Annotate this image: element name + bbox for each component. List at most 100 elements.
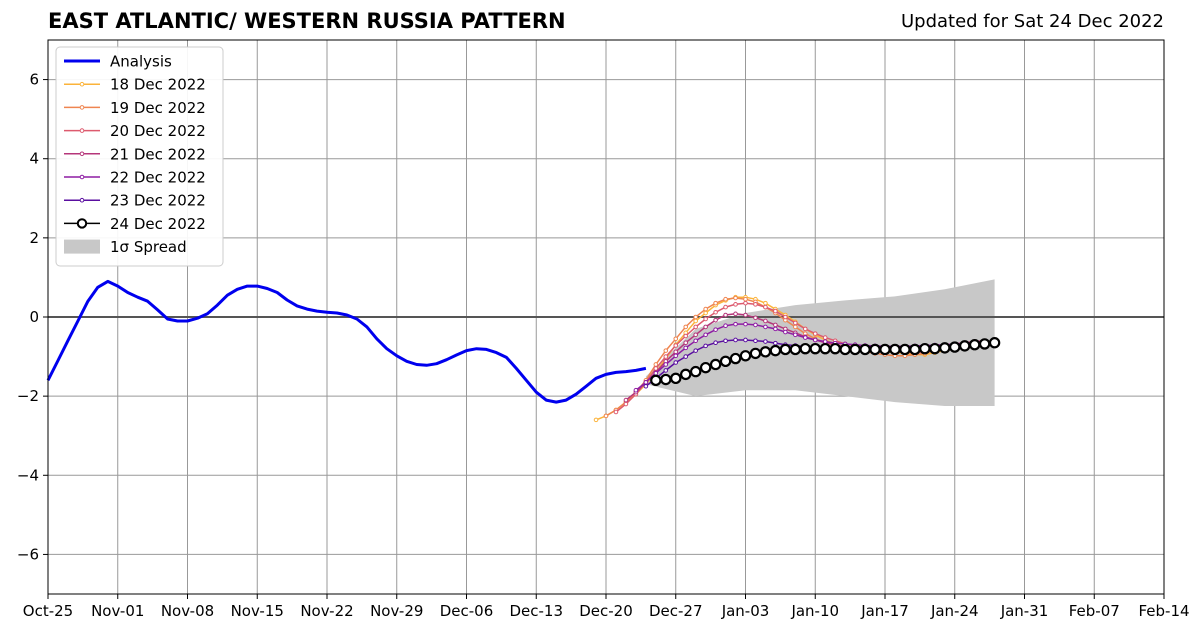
series-point <box>703 310 708 316</box>
x-tick-label: Jan-03 <box>721 602 770 620</box>
current-point <box>680 368 692 381</box>
legend-item: 18 Dec 2022 <box>64 76 206 94</box>
series-point <box>673 349 679 355</box>
current-point <box>729 352 742 365</box>
series-point <box>753 338 758 344</box>
series-point <box>693 338 698 344</box>
series-point <box>802 326 808 332</box>
legend-label: 24 Dec 2022 <box>110 215 206 233</box>
series-point <box>693 348 698 353</box>
current-point <box>799 342 811 355</box>
current-point <box>749 347 762 360</box>
series-point <box>723 296 728 302</box>
series-point <box>773 322 778 328</box>
legend-item: 24 Dec 2022 <box>64 215 206 233</box>
legend-label: 19 Dec 2022 <box>110 99 206 117</box>
x-tick-label: Dec-27 <box>649 602 703 620</box>
current-point <box>939 342 951 354</box>
x-tick-label: Jan-24 <box>930 602 979 620</box>
current-point <box>789 343 802 356</box>
current-point <box>929 342 941 355</box>
legend-item: 23 Dec 2022 <box>64 192 206 210</box>
x-tick-label: Nov-01 <box>91 602 144 620</box>
x-tick-label: Nov-29 <box>370 602 423 620</box>
current-point <box>809 342 821 355</box>
series-point <box>743 312 748 318</box>
series-point <box>733 321 738 327</box>
series-point <box>713 340 718 346</box>
x-tick-label: Oct-25 <box>23 602 73 620</box>
series-point <box>623 401 629 407</box>
series-point <box>703 324 708 330</box>
series-point <box>743 296 748 302</box>
current-forecast-layer <box>650 337 1001 387</box>
series-point <box>703 316 708 322</box>
y-tick-label: 4 <box>29 150 39 168</box>
series-point <box>812 331 818 336</box>
series-point <box>733 311 738 317</box>
x-tick-label: Nov-22 <box>300 602 353 620</box>
legend-item: 20 Dec 2022 <box>64 122 206 140</box>
series-point <box>812 337 818 343</box>
series-point <box>753 322 758 328</box>
legend-item: 21 Dec 2022 <box>64 145 206 163</box>
series-point <box>703 343 708 349</box>
x-tick-label: Jan-31 <box>1000 602 1049 620</box>
current-point <box>978 338 991 350</box>
chart-title: EAST ATLANTIC/ WESTERN RUSSIA PATTERN <box>48 9 566 33</box>
x-tick-label: Feb-07 <box>1069 602 1120 620</box>
analysis-line <box>46 279 647 404</box>
current-point <box>699 361 712 374</box>
series-point <box>683 324 689 330</box>
current-point <box>949 341 961 353</box>
series-point <box>633 387 639 393</box>
legend-item: Analysis <box>64 53 172 71</box>
series-point <box>723 304 728 310</box>
legend-label: 20 Dec 2022 <box>110 122 206 140</box>
legend[interactable]: Analysis 18 Dec 2022 19 Dec 2022 20 Dec 202… <box>55 46 224 267</box>
series-point <box>753 302 758 307</box>
series-point <box>693 314 698 320</box>
legend-item: 1σ Spread <box>64 238 187 256</box>
series-point <box>623 397 629 403</box>
legend-label: Analysis <box>110 53 172 71</box>
legend-label: 21 Dec 2022 <box>110 145 206 163</box>
x-tick-label: Dec-13 <box>509 602 563 620</box>
x-tick-label: Dec-20 <box>579 602 633 620</box>
series-point <box>723 312 728 318</box>
series-point <box>793 324 798 330</box>
y-axis-ticks: −6 −4 −2 0 2 4 6 <box>17 71 48 563</box>
series-point <box>743 321 748 327</box>
series-point <box>653 366 659 371</box>
legend-swatch-marker <box>79 128 85 133</box>
series-point <box>713 327 718 332</box>
series-point <box>723 338 728 344</box>
current-point <box>739 350 752 362</box>
series-point <box>743 300 748 306</box>
series-point <box>673 360 679 365</box>
current-point <box>650 374 662 387</box>
current-point <box>819 342 831 355</box>
current-point <box>869 343 881 356</box>
series-point <box>822 335 828 340</box>
series-point <box>763 318 768 324</box>
series-point <box>683 340 689 346</box>
series-point <box>723 323 728 329</box>
series-point <box>773 340 778 346</box>
legend-box <box>55 46 224 267</box>
x-tick-label: Nov-15 <box>231 602 284 620</box>
series-point <box>783 329 788 335</box>
series-point <box>663 354 669 359</box>
series-point <box>693 332 698 338</box>
current-point <box>919 342 931 355</box>
series-point <box>773 308 778 314</box>
legend-label: 22 Dec 2022 <box>110 169 206 187</box>
series-point <box>643 379 649 385</box>
current-point <box>849 343 861 356</box>
series-point <box>693 318 698 324</box>
series-point <box>603 413 609 419</box>
current-point <box>859 343 871 356</box>
current-point <box>839 343 851 356</box>
legend-swatch-marker <box>79 81 85 87</box>
